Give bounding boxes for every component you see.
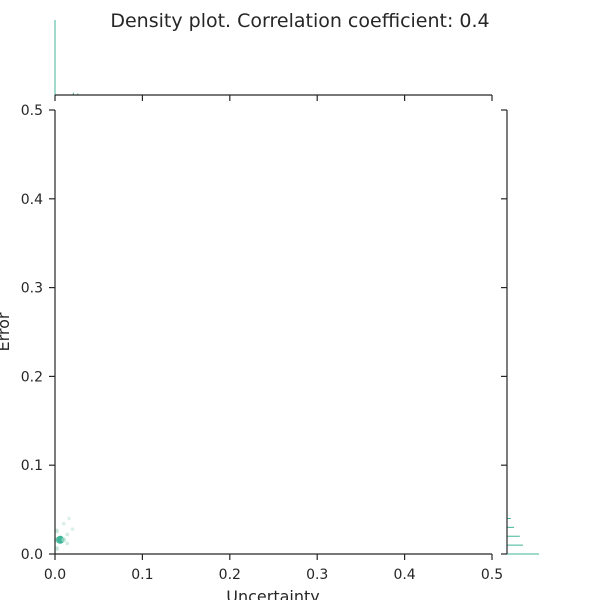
density-cell bbox=[65, 532, 70, 537]
density-cell bbox=[61, 537, 67, 543]
y-tick-label: 0.3 bbox=[21, 281, 43, 297]
density-cell bbox=[54, 546, 59, 551]
x-tick-label: 0.3 bbox=[306, 567, 328, 583]
x-tick-label: 0.5 bbox=[481, 567, 503, 583]
density-cell bbox=[54, 528, 59, 534]
density-cell bbox=[56, 535, 65, 544]
x-marginal-histogram bbox=[54, 20, 79, 95]
x-tick-label: 0.1 bbox=[131, 567, 153, 583]
x-axis-title: Uncertainty bbox=[226, 587, 319, 600]
y-tick-label: 0.2 bbox=[21, 369, 43, 385]
density-cell bbox=[67, 516, 71, 521]
y-tick-label: 0.0 bbox=[21, 547, 43, 563]
density-cell bbox=[65, 541, 70, 546]
axes: 0.0 0.1 0.2 0.3 0.4 0.5 0.0 0.1 0.2 0.3 0.4 0.5 bbox=[21, 94, 508, 583]
y-tick-label: 0.4 bbox=[21, 192, 43, 208]
chart-title: Density plot. Correlation coefficient: 0… bbox=[110, 10, 489, 32]
x-tick-label: 0.2 bbox=[219, 567, 241, 583]
y-tick-label: 0.1 bbox=[21, 458, 43, 474]
density-cell bbox=[70, 527, 75, 531]
density-cell bbox=[61, 522, 66, 526]
y-axis-title: Error bbox=[0, 312, 13, 351]
x-tick-label: 0.0 bbox=[44, 567, 66, 583]
density-cells bbox=[53, 516, 75, 551]
x-tick-label: 0.4 bbox=[393, 567, 415, 583]
y-tick-label: 0.5 bbox=[21, 103, 43, 119]
y-marginal-histogram bbox=[507, 517, 539, 555]
